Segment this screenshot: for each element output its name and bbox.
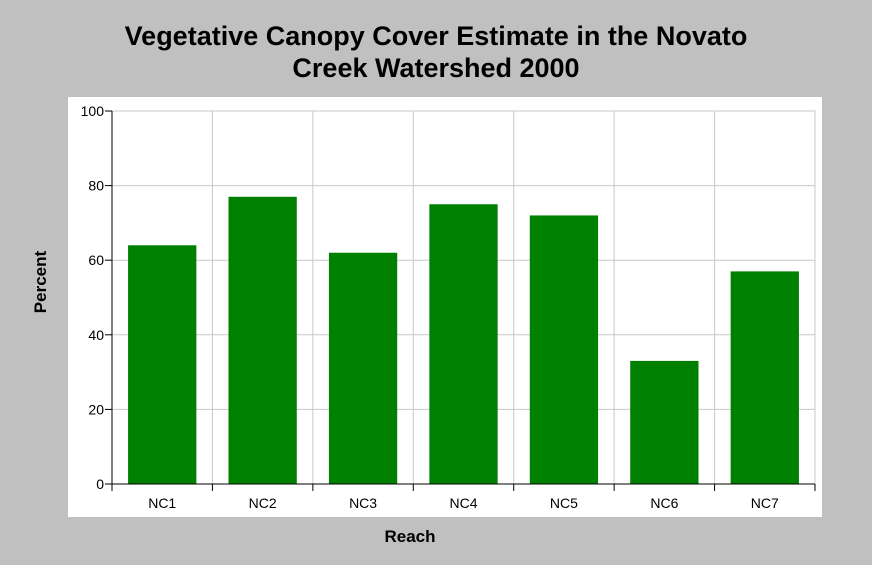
y-tick-label-0: 0 [96,476,104,492]
x-tick-label-nc4: NC4 [449,495,477,511]
bar-nc5 [529,215,599,484]
x-tick-label-nc6: NC6 [650,495,678,511]
y-tick-label-5: 100 [81,103,105,119]
chart-title: Vegetative Canopy Cover Estimate in the … [0,20,872,84]
chart-title-line-2: Creek Watershed 2000 [292,53,580,83]
x-tick-label-nc1: NC1 [148,495,176,511]
x-axis-label: Reach [384,527,436,546]
y-axis-label: Percent [31,250,50,314]
bar-nc2 [228,196,297,485]
bar-nc7 [730,271,799,484]
y-tick-label-4: 80 [88,178,104,194]
x-tick-label-nc2: NC2 [249,495,277,511]
x-tick-label-nc3: NC3 [349,495,377,511]
y-tick-label-2: 40 [88,327,104,343]
bar-nc1 [128,245,197,484]
chart-title-line-1: Vegetative Canopy Cover Estimate in the … [124,21,748,51]
y-tick-label-3: 60 [88,252,104,268]
x-tick-label-nc5: NC5 [550,495,578,511]
bar-nc6 [630,360,699,484]
x-tick-label-nc7: NC7 [751,495,779,511]
y-tick-label-1: 20 [88,401,104,417]
bar-nc3 [328,252,398,484]
bar-nc4 [429,204,498,484]
